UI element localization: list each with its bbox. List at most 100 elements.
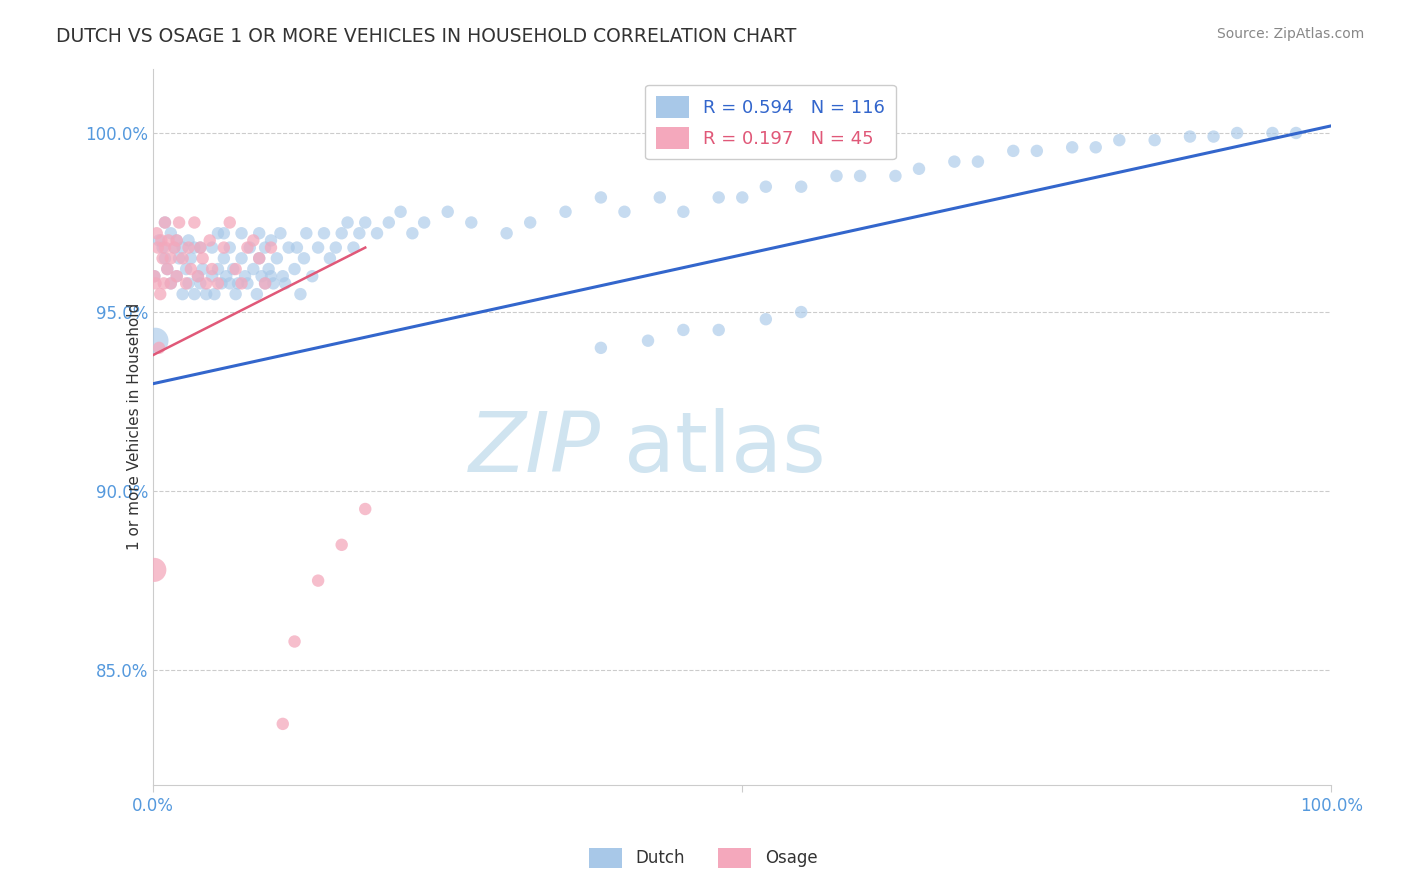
Point [177,277,200,291]
Point [218,277,240,291]
Point [648,190,671,204]
Point [152,277,174,291]
Point [943,154,966,169]
Point [177,241,200,255]
Point [1084,140,1107,154]
Point [825,169,848,183]
Point [519,215,541,229]
Point [201,262,224,277]
Point [177,234,200,248]
Point [295,226,318,240]
Point [167,252,190,266]
Point [242,234,264,248]
Point [149,287,172,301]
Point [153,215,176,229]
Point [218,215,240,229]
Point [755,179,778,194]
Text: atlas: atlas [624,408,827,489]
Point [222,262,245,277]
Point [967,154,990,169]
Point [172,241,194,255]
Point [554,204,576,219]
Point [239,241,262,255]
Point [218,241,240,255]
Point [884,169,907,183]
Point [207,262,229,277]
Point [260,269,283,284]
Text: DUTCH VS OSAGE 1 OR MORE VEHICLES IN HOUSEHOLD CORRELATION CHART: DUTCH VS OSAGE 1 OR MORE VEHICLES IN HOU… [56,27,797,45]
Point [325,241,347,255]
Point [342,241,364,255]
Point [148,234,170,248]
Point [156,262,179,277]
Point [707,323,730,337]
Point [378,215,401,229]
Point [242,262,264,277]
Point [166,234,188,248]
Point [307,241,329,255]
Point [145,277,167,291]
Point [157,234,180,248]
Point [153,215,176,229]
Point [187,269,209,284]
Point [156,262,179,277]
Y-axis label: 1 or more Vehicles in Household: 1 or more Vehicles in Household [127,303,142,550]
Point [160,252,183,266]
Point [183,215,205,229]
Point [254,277,277,291]
Point [257,262,280,277]
Point [254,241,277,255]
Point [180,252,202,266]
Point [172,252,194,266]
Point [354,502,377,516]
Point [188,241,211,255]
Point [160,277,183,291]
Point [191,252,214,266]
Point [413,215,436,229]
Legend: R = 0.594   N = 116, R = 0.197   N = 45: R = 0.594 N = 116, R = 0.197 N = 45 [645,85,896,160]
Point [495,226,517,240]
Point [231,277,253,291]
Point [167,215,190,229]
Point [285,241,308,255]
Point [207,226,229,240]
Point [260,241,283,255]
Point [908,161,931,176]
Point [225,262,247,277]
Point [672,204,695,219]
Point [1143,133,1166,147]
Point [401,226,423,240]
Point [188,241,211,255]
Point [790,179,813,194]
Point [707,190,730,204]
Point [163,241,186,255]
Point [187,269,209,284]
Point [191,262,214,277]
Point [174,277,197,291]
Point [366,226,388,240]
Point [277,241,299,255]
Point [389,204,412,219]
Point [589,190,612,204]
Point [849,169,872,183]
Point [166,269,188,284]
Point [183,241,205,255]
Point [212,241,235,255]
Point [672,323,695,337]
Point [188,277,211,291]
Point [152,252,174,266]
Point [212,252,235,266]
Point [1285,126,1308,140]
Point [1178,129,1201,144]
Point [143,269,166,284]
Point [231,252,253,266]
Point [637,334,659,348]
Point [236,241,259,255]
Point [1226,126,1249,140]
Point [204,287,226,301]
Point [172,287,194,301]
Point [330,538,353,552]
Point [1002,144,1025,158]
Point [153,241,176,255]
Point [1202,129,1225,144]
